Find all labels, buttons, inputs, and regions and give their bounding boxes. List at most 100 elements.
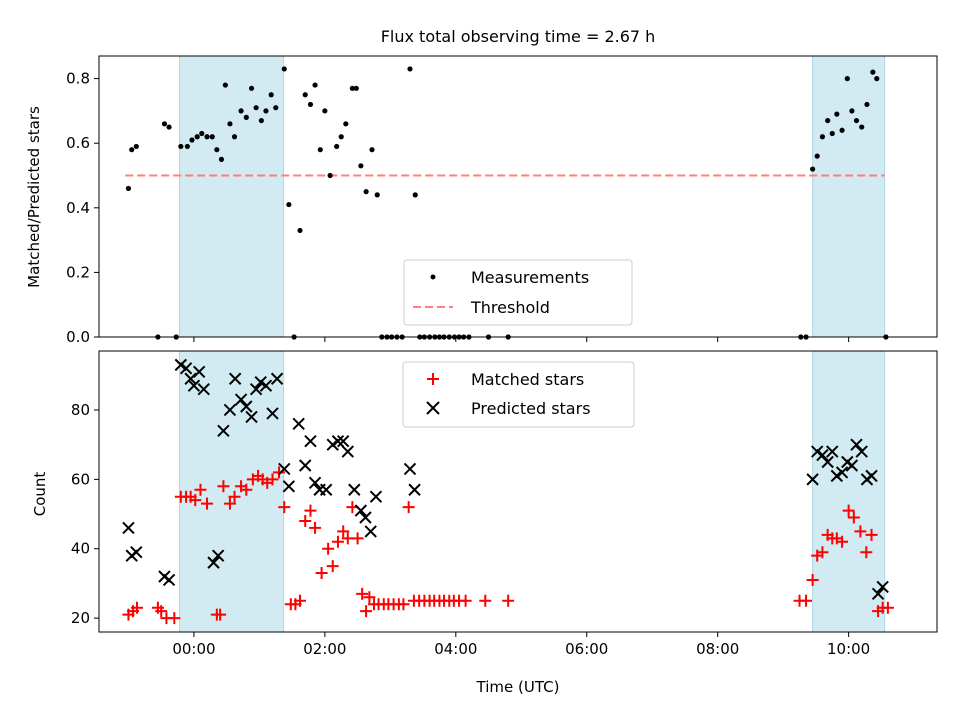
- matched-stars-point: [293, 594, 306, 607]
- measurement-point: [248, 85, 255, 91]
- predicted-stars-point: [336, 434, 350, 448]
- predicted-stars-point: [207, 556, 220, 569]
- measurement-point: [209, 134, 215, 140]
- measurement-point: [307, 101, 314, 108]
- measurement-point: [297, 227, 303, 234]
- matched-stars-point: [847, 511, 860, 524]
- predicted-stars-point: [871, 587, 885, 601]
- matched-stars-point: [402, 501, 415, 514]
- x-tick-label: 06:00: [565, 640, 608, 658]
- matched-stars-point: [309, 521, 322, 534]
- x-tick-label: 10:00: [827, 640, 870, 658]
- top-legend: Measurements Threshold: [403, 259, 633, 326]
- predicted-stars-point: [228, 372, 242, 385]
- x-tick-label: 04:00: [434, 640, 477, 658]
- observing-window-2: [812, 55, 886, 338]
- predicted-stars-point: [292, 417, 305, 431]
- measurement-point: [243, 114, 249, 120]
- predicted-stars-point: [816, 448, 829, 462]
- top-plot-frame: [98, 55, 938, 338]
- predicted-stars-point: [308, 476, 322, 490]
- predicted-stars-point: [850, 438, 863, 451]
- measurement-point: [125, 185, 132, 192]
- top-panel: 0.00.20.40.60.8 Matched/Predicted stars …: [25, 55, 938, 346]
- predicted-stars-point: [826, 445, 839, 458]
- measurement-point: [864, 101, 870, 108]
- measurement-point: [870, 69, 876, 75]
- measurement-point: [302, 92, 308, 98]
- measurement-point: [214, 147, 220, 153]
- measurement-point: [814, 153, 820, 159]
- measurement-point: [194, 134, 200, 140]
- measurement-point: [189, 137, 195, 143]
- measurement-point: [133, 143, 139, 150]
- measurement-point: [849, 108, 855, 114]
- x-tick-label: 08:00: [696, 640, 739, 658]
- predicted-stars-point: [364, 525, 377, 538]
- measurement-point: [334, 143, 340, 150]
- matched-stars-point: [356, 587, 369, 600]
- measurement-point: [258, 117, 264, 124]
- predicted-stars-point: [876, 580, 889, 594]
- measurement-point: [369, 147, 375, 153]
- top-x-axis: [193, 337, 850, 342]
- predicted-stars-point: [408, 483, 421, 496]
- measurement-point: [810, 166, 816, 172]
- observing-windows-bottom: [179, 350, 886, 633]
- matched-stars-point: [397, 598, 410, 611]
- y-tick-label: 80: [71, 401, 90, 419]
- predicted-stars-point: [865, 469, 878, 483]
- predicted-stars-point: [192, 365, 206, 379]
- matched-stars-point: [806, 573, 819, 586]
- matched-stars-point: [360, 605, 373, 618]
- matched-stars-point: [315, 567, 328, 580]
- predicted-stars-point: [217, 424, 230, 437]
- matched-stars-point: [223, 497, 236, 510]
- legend-threshold-label: Threshold: [470, 298, 550, 317]
- x-tick-label: 00:00: [172, 640, 215, 658]
- measurement-point: [819, 134, 826, 140]
- measurement-point: [338, 134, 344, 140]
- matched-stars-point: [194, 483, 207, 496]
- matched-stars-point: [278, 501, 291, 514]
- matched-stars-point: [351, 532, 364, 545]
- predicted-stars-point: [179, 362, 193, 375]
- predicted-stars-point: [197, 382, 210, 396]
- y-tick-label: 0.4: [66, 199, 90, 217]
- predicted-stars-point: [369, 490, 383, 503]
- x-tick-label: 02:00: [303, 640, 346, 658]
- measurement-point: [161, 121, 168, 127]
- predicted-stars-point: [245, 410, 258, 424]
- top-y-axis: 0.0 0.2 0.4 0.6 0.8: [66, 70, 99, 346]
- chart-title: Flux total observing time = 2.67 h: [381, 27, 656, 46]
- matched-stars-point: [502, 594, 515, 607]
- predicted-stars-point: [403, 462, 417, 476]
- measurement-point: [407, 66, 413, 72]
- bottom-legend-box: [402, 361, 635, 428]
- measurement-point: [238, 108, 244, 114]
- y-tick-label: 0.8: [66, 70, 90, 88]
- predicted-stars-point: [354, 504, 368, 517]
- predicted-stars-point: [359, 511, 372, 524]
- measurement-point: [263, 108, 269, 114]
- bottom-y-axis: 20 40 60 80: [71, 401, 99, 627]
- matched-stars-point: [842, 504, 855, 517]
- measurement-point: [222, 82, 228, 88]
- matched-stars-point: [217, 480, 230, 493]
- predicted-stars-point: [855, 445, 868, 458]
- measurement-point: [317, 147, 323, 153]
- predicted-stars-point: [187, 379, 201, 392]
- measurement-point: [358, 163, 364, 169]
- predicted-stars-point: [266, 407, 279, 420]
- measurement-point: [273, 105, 279, 111]
- measurement-point: [327, 172, 333, 179]
- matched-stars-point: [189, 494, 202, 507]
- matched-stars-point: [459, 594, 472, 607]
- matched-stars-point: [337, 525, 350, 538]
- measurement-point: [839, 127, 845, 133]
- measurement-point: [844, 76, 850, 82]
- predicted-stars-point: [223, 403, 237, 417]
- measurement-point: [218, 156, 225, 162]
- measurement-point: [412, 192, 418, 198]
- matched-stars-point: [322, 542, 335, 555]
